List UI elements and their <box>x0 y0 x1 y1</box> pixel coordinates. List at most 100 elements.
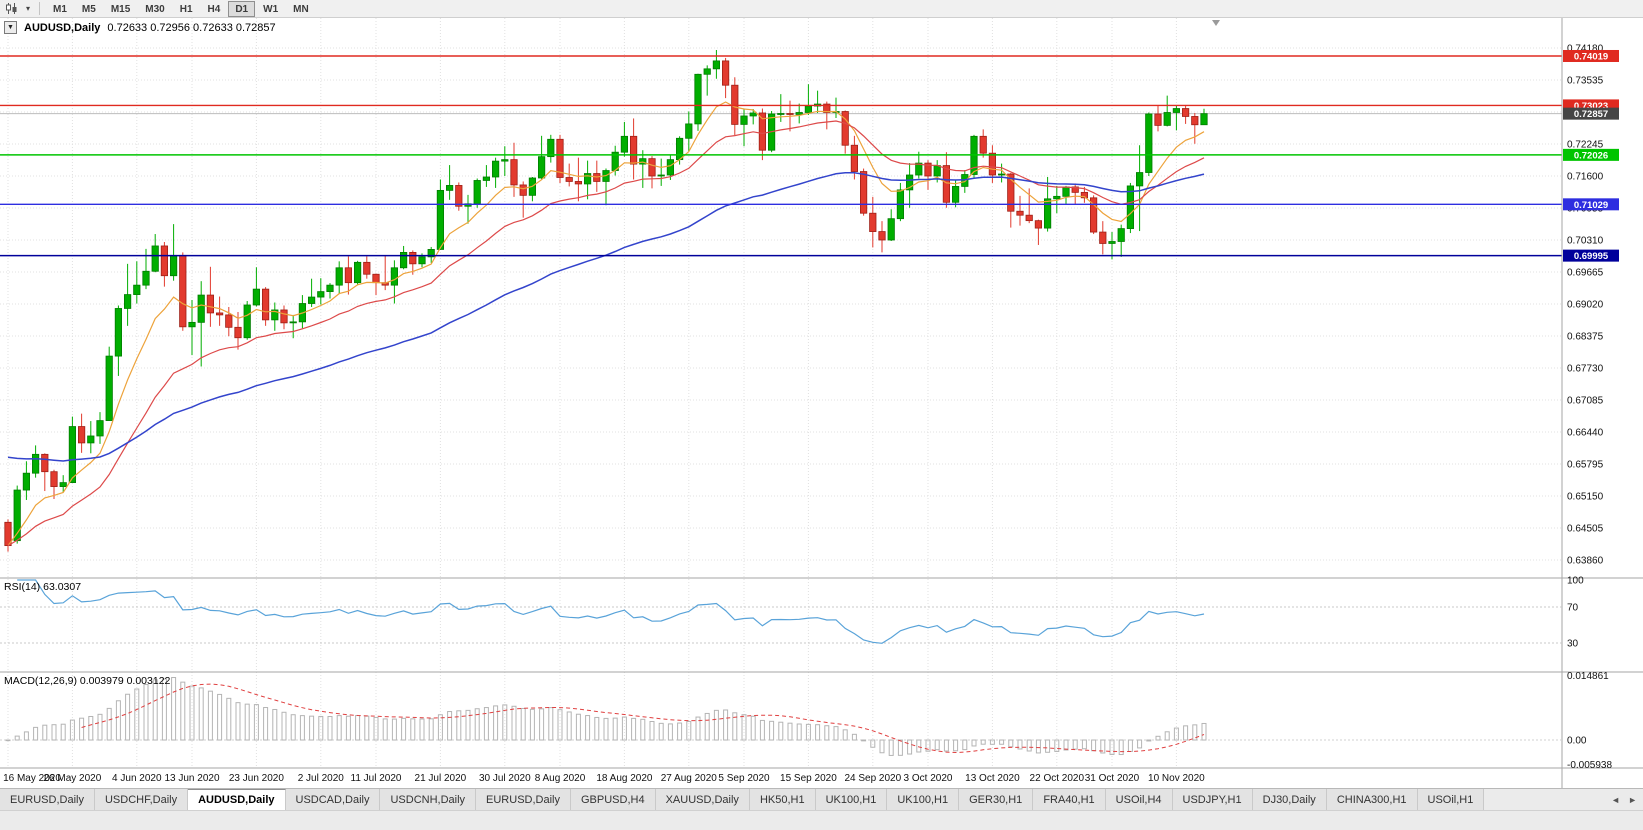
grid: 0.741800.735350.728900.722450.716000.709… <box>0 18 1604 784</box>
macd-histogram-bar <box>465 709 471 741</box>
chart-canvas[interactable]: 0.741800.735350.728900.722450.716000.709… <box>0 18 1643 788</box>
chart-tab-XAUUSD-Daily[interactable]: XAUUSD,Daily <box>655 789 750 810</box>
candle-body <box>1007 173 1015 212</box>
macd-histogram-bar <box>115 700 121 741</box>
chart-tab-UK100-H1[interactable]: UK100,H1 <box>887 789 960 810</box>
candle-body <box>620 135 629 153</box>
candle-body <box>225 314 233 328</box>
date-axis-label: 16 May 2020 <box>3 773 61 784</box>
macd-histogram-bar <box>713 709 719 741</box>
chart-tab-AUDUSD-Daily[interactable]: AUDUSD,Daily <box>188 789 286 810</box>
macd-histogram-bar <box>585 715 591 741</box>
tab-scroll-right-icon[interactable]: ► <box>1628 794 1637 805</box>
macd-histogram-bar <box>364 715 370 741</box>
candle-body <box>1090 197 1098 233</box>
price-tag-text: 0.71029 <box>1574 200 1608 211</box>
chart-tab-USOil-H1[interactable]: USOil,H1 <box>1417 789 1485 810</box>
macd-histogram-bar <box>401 717 407 741</box>
candle-body <box>1099 231 1107 244</box>
timeframe-button-W1[interactable]: W1 <box>263 3 279 15</box>
rsi-axis-label: 70 <box>1567 603 1579 614</box>
candlestick-chart-icon[interactable] <box>3 2 21 15</box>
candle-body <box>445 185 454 191</box>
chart-tab-USDCAD-Daily[interactable]: USDCAD,Daily <box>285 789 381 810</box>
macd-histogram-bar <box>1173 727 1179 741</box>
price-axis-label: 0.66440 <box>1567 428 1604 439</box>
candle-body <box>988 152 997 176</box>
price-tag-box <box>1563 148 1619 161</box>
chart-area[interactable]: 0.741800.735350.728900.722450.716000.709… <box>0 18 1643 788</box>
price-axis-label: 0.69020 <box>1567 300 1604 311</box>
chart-tab-DJ30-Daily[interactable]: DJ30,Daily <box>1252 789 1327 810</box>
candle-body <box>1071 186 1079 193</box>
rsi-value: 63.0307 <box>43 581 82 593</box>
candle-body <box>1182 108 1190 117</box>
macd-histogram-bar <box>456 710 462 741</box>
chart-tab-UK100-H1[interactable]: UK100,H1 <box>815 789 888 810</box>
chart-tab-EURUSD-Daily[interactable]: EURUSD,Daily <box>0 789 95 810</box>
timeframe-button-M30[interactable]: M30 <box>145 3 165 15</box>
macd-histogram-bar <box>1017 739 1023 750</box>
price-tag-box <box>1563 249 1619 262</box>
macd-histogram-bar <box>1146 739 1152 742</box>
macd-histogram-bar <box>539 708 545 741</box>
chart-tab-USDCNH-Daily[interactable]: USDCNH,Daily <box>380 789 477 810</box>
timeframe-button-M5[interactable]: M5 <box>81 3 96 15</box>
macd-histogram-bar <box>1063 739 1069 751</box>
rsi-line <box>17 579 1205 644</box>
macd-histogram-bar <box>667 723 673 741</box>
macd-histogram-bar <box>962 739 968 751</box>
chart-tab-CHINA300-H1[interactable]: CHINA300,H1 <box>1326 789 1418 810</box>
macd-histogram-bar <box>336 715 342 741</box>
candle-body <box>252 288 260 306</box>
timeframe-button-MN[interactable]: MN <box>293 3 309 15</box>
price-level-tag: 0.72026 <box>1563 148 1619 161</box>
timeframe-button-D1[interactable]: D1 <box>228 0 256 17</box>
timeframe-button-M1[interactable]: M1 <box>53 3 67 15</box>
chart-type-caret-icon[interactable]: ▾ <box>26 4 31 13</box>
macd-indicator-label: MACD(12,26,9) 0.003979 0.003122 <box>4 675 170 687</box>
chart-tab-GER30-H1[interactable]: GER30,H1 <box>959 789 1034 810</box>
macd-histogram-bar <box>474 708 480 741</box>
price-level-tag: 0.74019 <box>1563 49 1619 62</box>
macd-histogram-bar <box>1100 739 1106 754</box>
price-tag-text: 0.74019 <box>1574 51 1608 62</box>
candle-body <box>455 185 463 207</box>
chart-tab-USDCHF-Daily[interactable]: USDCHF,Daily <box>94 789 189 810</box>
chart-tab-USOil-H4[interactable]: USOil,H4 <box>1105 789 1173 810</box>
candle-body <box>841 111 849 146</box>
macd-histogram-bar <box>575 713 581 741</box>
date-axis-label: 30 Jul 2020 <box>479 773 531 784</box>
macd-histogram-bar <box>879 739 885 754</box>
chart-tab-HK50-H1[interactable]: HK50,H1 <box>749 789 816 810</box>
current-price-tag: 0.72857 <box>1563 107 1619 120</box>
candle-body <box>933 165 941 177</box>
date-axis-label: 24 Sep 2020 <box>844 773 901 784</box>
ma-slow-line <box>7 172 1205 462</box>
timeframe-button-H1[interactable]: H1 <box>179 3 193 15</box>
macd-histogram-bar <box>171 677 177 741</box>
chart-tab-USDJPY-H1[interactable]: USDJPY,H1 <box>1172 789 1253 810</box>
candle-body <box>344 267 353 284</box>
chart-menu-icon[interactable]: ▼ <box>4 21 17 34</box>
macd-axis-label: 0.014861 <box>1567 671 1609 682</box>
candle-body <box>1080 191 1088 199</box>
macd-histogram-bar <box>695 716 701 741</box>
price-axis-label: 0.68375 <box>1567 332 1604 343</box>
timeframe-button-M15[interactable]: M15 <box>110 3 131 15</box>
chart-tab-FRA40-H1[interactable]: FRA40,H1 <box>1033 789 1106 810</box>
macd-histogram-bar <box>953 739 959 752</box>
candle-body <box>491 160 500 178</box>
chart-tab-GBPUSD-H4[interactable]: GBPUSD,H4 <box>571 789 656 810</box>
date-axis-label: 18 Aug 2020 <box>596 773 653 784</box>
candle-body <box>887 218 895 241</box>
chart-tab-EURUSD-Daily[interactable]: EURUSD,Daily <box>476 789 571 810</box>
tab-scroll-left-icon[interactable]: ◄ <box>1611 794 1621 805</box>
macd-histogram-bar <box>281 711 287 741</box>
candle-body <box>630 135 638 165</box>
candle-body <box>510 159 518 186</box>
timeframe-button-H4[interactable]: H4 <box>207 3 221 15</box>
candle-body <box>1136 172 1144 187</box>
macd-histogram-bar <box>345 715 351 741</box>
